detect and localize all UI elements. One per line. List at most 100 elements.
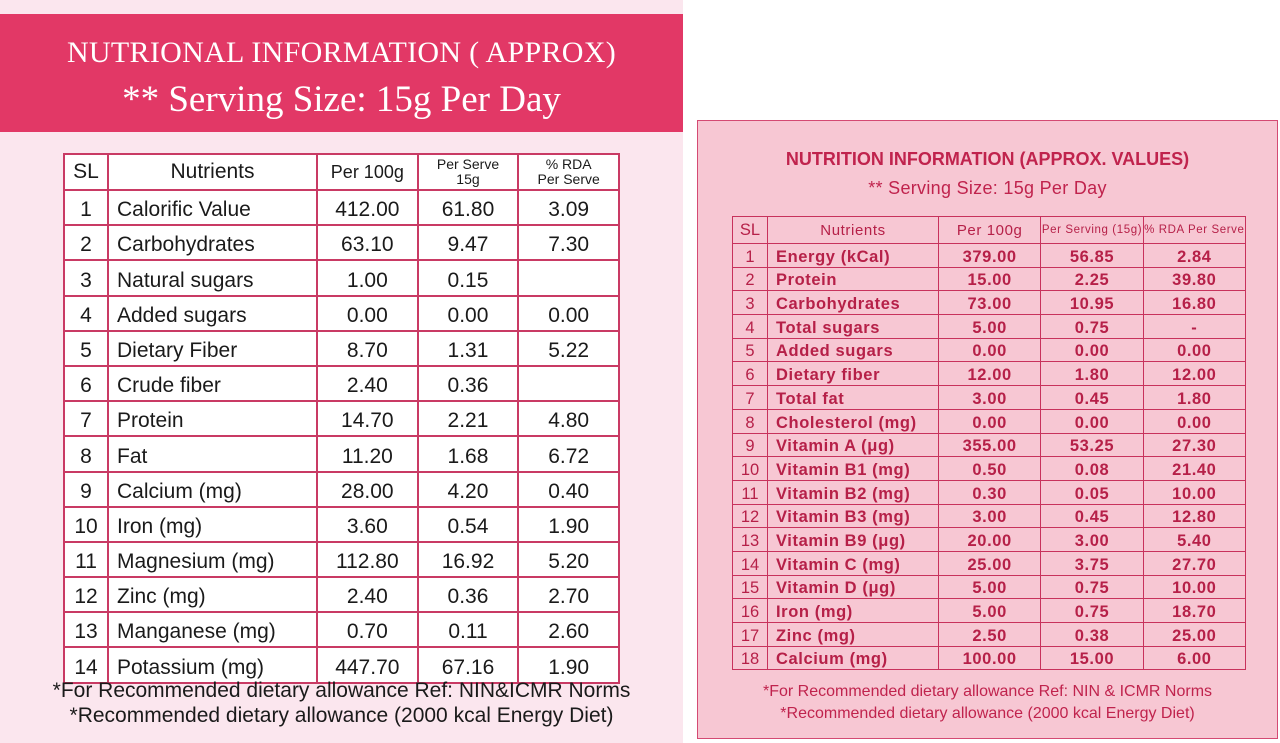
left-table-row: 10 Iron (mg) 3.60 0.54 1.90 [63,505,620,543]
left-cell-nutrient: Calorific Value [107,188,318,227]
left-cell-per100: 2.40 [316,576,419,614]
right-cell-per100: 355.00 [937,433,1042,458]
left-cell-per100: 28.00 [316,470,419,508]
right-table-row: 12 Vitamin B3 (mg) 3.00 0.45 12.80 [732,504,1247,529]
right-cell-sl: 4 [732,314,768,339]
left-table-row: 11 Magnesium (mg) 112.80 16.92 5.20 [63,540,620,579]
left-header-rda-line1: % RDA [545,156,592,172]
left-nutrition-label: NUTRIONAL INFORMATION ( APPROX) ** Servi… [0,0,683,743]
right-cell-nutrient: Total sugars [767,314,939,339]
right-cell-per-serve: 0.08 [1040,456,1144,481]
right-cell-rda: 0.00 [1142,338,1247,363]
left-title-banner: NUTRIONAL INFORMATION ( APPROX) ** Servi… [0,14,683,132]
right-table-row: 14 Vitamin C (mg) 25.00 3.75 27.70 [732,551,1247,576]
right-cell-rda: - [1142,314,1247,339]
right-cell-per-serve: 0.75 [1040,575,1144,600]
right-cell-rda: 10.00 [1142,575,1247,600]
right-cell-per100: 5.00 [937,598,1042,623]
left-cell-per100: 0.00 [316,294,419,332]
right-cell-rda: 2.84 [1142,243,1247,268]
right-cell-rda: 27.70 [1142,551,1247,576]
right-cell-rda: 27.30 [1142,433,1247,458]
right-cell-sl: 2 [732,267,768,292]
right-cell-per-serve: 3.00 [1040,527,1144,552]
right-table-row: 18 Calcium (mg) 100.00 15.00 6.00 [732,646,1247,671]
right-cell-per100: 3.00 [937,504,1042,529]
left-cell-nutrient: Iron (mg) [107,505,318,543]
right-footnotes: *For Recommended dietary allowance Ref: … [698,681,1277,725]
right-cell-rda: 1.80 [1142,385,1247,410]
right-cell-rda: 5.40 [1142,527,1247,552]
left-cell-rda: 3.09 [517,188,620,227]
right-cell-per100: 0.30 [937,480,1042,505]
left-cell-per-serve: 0.36 [416,364,520,403]
right-header-nutrients: Nutrients [767,216,939,244]
left-cell-sl: 11 [63,540,109,579]
left-cell-per100: 112.80 [316,540,419,579]
left-cell-sl: 9 [63,470,109,508]
left-cell-per-serve: 1.68 [416,435,520,473]
left-cell-per100: 11.20 [316,435,419,473]
right-cell-nutrient: Carbohydrates [767,290,939,316]
right-cell-nutrient: Vitamin B2 (mg) [767,480,939,505]
right-cell-rda: 16.80 [1142,290,1247,316]
right-cell-per100: 5.00 [937,575,1042,600]
left-cell-sl: 7 [63,400,109,438]
left-cell-sl: 3 [63,259,109,297]
left-cell-sl: 5 [63,329,109,367]
right-cell-nutrient: Dietary fiber [767,361,939,387]
right-cell-per100: 0.50 [937,456,1042,481]
right-cell-sl: 8 [732,409,768,434]
right-cell-per-serve: 0.75 [1040,598,1144,623]
left-header-rda: % RDA Per Serve [517,153,620,191]
right-cell-sl: 13 [732,527,768,552]
right-cell-per-serve: 15.00 [1040,646,1144,671]
left-cell-nutrient: Natural sugars [107,259,318,297]
right-table-row: 15 Vitamin D (μg) 5.00 0.75 10.00 [732,575,1247,600]
right-header-sl: SL [732,216,768,244]
right-cell-per100: 0.00 [937,338,1042,363]
left-cell-per100: 1.00 [316,259,419,297]
left-table-row: 14 Potassium (mg) 447.70 67.16 1.90 [63,646,620,684]
left-cell-per100: 14.70 [316,400,419,438]
left-cell-per-serve: 0.11 [416,611,520,649]
left-cell-nutrient: Dietary Fiber [107,329,318,367]
left-cell-per100: 447.70 [316,646,419,684]
left-cell-nutrient: Magnesium (mg) [107,540,318,579]
left-table-row: 6 Crude fiber 2.40 0.36 [63,364,620,403]
left-cell-rda: 7.30 [517,224,620,262]
left-cell-rda: 1.90 [517,505,620,543]
left-header-per-serve: Per Serve 15g [416,153,520,191]
left-cell-per-serve: 16.92 [416,540,520,579]
left-cell-rda: 2.60 [517,611,620,649]
left-cell-rda: 4.80 [517,400,620,438]
left-cell-per100: 2.40 [316,364,419,403]
left-cell-per100: 0.70 [316,611,419,649]
left-nutrition-table: SL Nutrients Per 100g Per Serve 15g % RD… [63,153,620,684]
right-title: NUTRITION INFORMATION (APPROX. VALUES) [785,149,1190,169]
right-cell-sl: 17 [732,622,768,647]
left-cell-rda: 2.70 [517,576,620,614]
left-cell-rda: 1.90 [517,646,620,684]
left-header-per100: Per 100g [316,153,419,191]
right-cell-sl: 18 [732,646,768,671]
left-cell-per-serve: 61.80 [416,188,520,227]
left-cell-per-serve: 2.21 [416,400,520,438]
left-cell-rda: 5.20 [517,540,620,579]
left-table-row: 3 Natural sugars 1.00 0.15 [63,259,620,297]
left-cell-nutrient: Calcium (mg) [107,470,318,508]
right-cell-per100: 0.00 [937,409,1042,434]
right-cell-rda: 21.40 [1142,456,1247,481]
left-cell-per-serve: 9.47 [416,224,520,262]
right-cell-per-serve: 0.00 [1040,409,1144,434]
right-cell-sl: 11 [732,480,768,505]
left-cell-sl: 4 [63,294,109,332]
right-cell-nutrient: Iron (mg) [767,598,939,623]
right-header-rda: % RDA Per Serve [1142,216,1247,244]
right-footnote-1: *For Recommended dietary allowance Ref: … [762,683,1213,700]
right-table-row: 11 Vitamin B2 (mg) 0.30 0.05 10.00 [732,480,1247,505]
right-cell-per-serve: 0.45 [1040,504,1144,529]
left-header-sl: SL [63,153,109,191]
right-cell-sl: 15 [732,575,768,600]
right-cell-sl: 6 [732,361,768,387]
